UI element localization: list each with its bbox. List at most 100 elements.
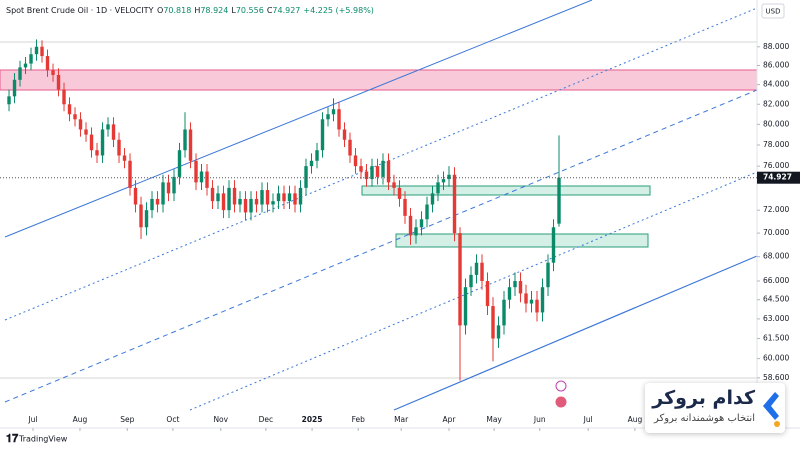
candle-body: [425, 204, 429, 220]
candle-body: [271, 201, 275, 205]
candle-body: [51, 70, 55, 75]
candle-body: [166, 182, 171, 194]
candle-body: [122, 155, 127, 161]
y-tick-label: 84.000: [763, 80, 789, 89]
candle-body: [315, 150, 319, 161]
ohlc-label: C: [267, 6, 273, 15]
candle-body: [260, 190, 264, 205]
candle-body: [117, 139, 121, 156]
candle-body: [84, 129, 88, 135]
candle-body: [133, 187, 138, 205]
x-tick-label: Dec: [259, 415, 274, 424]
candle-body: [45, 56, 50, 71]
candle-body: [397, 187, 402, 199]
candle-body: [183, 129, 187, 151]
candle-body: [232, 187, 237, 205]
candle-body: [62, 89, 66, 105]
candle-body: [56, 74, 61, 90]
candle-body: [144, 210, 149, 228]
x-tick-label: Jul: [583, 415, 593, 424]
candle-body: [337, 109, 341, 130]
currency[interactable]: USD: [766, 8, 781, 16]
candle-body: [34, 46, 39, 55]
candle-body: [40, 46, 44, 57]
ohlc-label: O: [157, 6, 163, 15]
watermark: کدام بروکر انتخاب هوشمندانه بروکر: [645, 383, 785, 433]
candle-body: [546, 262, 550, 288]
candle-body: [342, 129, 347, 140]
candle-body: [474, 262, 479, 275]
demand-zone: [361, 185, 651, 196]
candle-body: [557, 177, 561, 224]
currency-button[interactable]: [761, 3, 785, 19]
y-tick-label: 68.000: [763, 252, 789, 261]
y-tick-label: 72.000: [763, 205, 789, 214]
y-tick-label: 82.000: [763, 99, 789, 108]
candle-body: [381, 160, 385, 177]
candle-body: [441, 179, 446, 183]
y-tick-label: 78.000: [763, 140, 789, 149]
x-tick-label: Apr: [443, 415, 457, 424]
y-tick-label: 88.000: [763, 42, 789, 51]
candle-body: [161, 182, 165, 205]
candle-body: [155, 198, 160, 205]
y-tick-label: 64.500: [763, 295, 789, 304]
ohlc-label: L: [231, 6, 236, 15]
candle-body: [243, 198, 248, 213]
candle-body: [172, 176, 176, 194]
watermark-logo: [763, 392, 780, 427]
candle-body: [496, 325, 501, 339]
y-tick-label: 86.000: [763, 60, 789, 69]
x-tick-label: Jul: [27, 415, 37, 424]
candle-body: [502, 299, 506, 326]
candle-body: [414, 227, 418, 236]
candle-body: [73, 114, 77, 120]
candle-body: [265, 190, 270, 205]
last-price-box: [757, 171, 800, 184]
candle-body: [331, 109, 336, 115]
candle-body: [188, 129, 193, 161]
candle-body: [491, 306, 495, 339]
candle-body: [364, 171, 369, 180]
candle-body: [320, 119, 325, 151]
x-tick-label: May: [486, 415, 502, 424]
event-icon[interactable]: [555, 380, 567, 392]
event-icon[interactable]: [554, 395, 568, 409]
candle-body: [469, 274, 473, 288]
candle-body: [216, 193, 220, 202]
candle-body: [177, 150, 182, 177]
ohlc-label: H: [194, 6, 200, 15]
candle-body: [23, 63, 28, 68]
candle-body: [326, 114, 330, 120]
candle-body: [194, 160, 198, 183]
candle-body: [150, 198, 154, 211]
demand-zone: [395, 233, 649, 248]
last-price-label: 74.927: [763, 173, 792, 182]
y-tick-label: 76.000: [763, 161, 789, 170]
candle-body: [304, 166, 308, 188]
symbol: Spot Brent Crude Oil · 1D · VELOCITY: [6, 6, 154, 15]
channel-line: [4, 89, 758, 403]
candle-body: [227, 187, 231, 211]
candle-body: [513, 281, 517, 288]
candle-body: [436, 182, 440, 194]
candle-body: [535, 299, 539, 313]
candle-body: [12, 79, 17, 97]
candle-body: [452, 174, 457, 234]
candle-body: [403, 198, 407, 216]
candle-body: [249, 198, 253, 213]
y-tick-label: 80.000: [763, 119, 789, 128]
watermark-subtitle: انتخاب هوشمندانه بروکر: [653, 413, 755, 424]
y-tick-label: 58.600: [763, 373, 789, 382]
ohlc-value: 70.556: [236, 6, 264, 15]
candle-body: [298, 187, 303, 205]
supply-zone: [0, 69, 758, 91]
candle-body: [7, 96, 11, 105]
candle-body: [282, 193, 286, 202]
channel-line: [4, 7, 758, 321]
candle-body: [480, 262, 484, 282]
candle-body: [293, 193, 297, 205]
candle-body: [463, 287, 468, 326]
ohlc-value: 74.927: [272, 6, 300, 15]
